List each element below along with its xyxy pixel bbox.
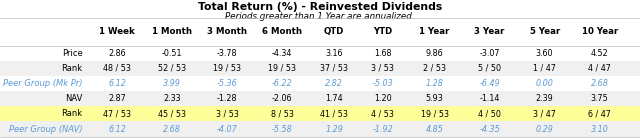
Text: 4.85: 4.85: [426, 124, 444, 134]
Text: -5.36: -5.36: [217, 79, 237, 88]
Text: 3.99: 3.99: [163, 79, 181, 88]
Text: -4.07: -4.07: [217, 124, 237, 134]
Text: 9.86: 9.86: [426, 49, 444, 58]
Text: 4 / 50: 4 / 50: [478, 109, 501, 118]
Text: 1 Week: 1 Week: [99, 27, 135, 36]
Text: 2.82: 2.82: [325, 79, 343, 88]
Text: -1.14: -1.14: [479, 94, 500, 103]
Text: Total Return (%) - Reinvested Dividends: Total Return (%) - Reinvested Dividends: [198, 2, 442, 12]
FancyBboxPatch shape: [0, 46, 640, 61]
Text: 47 / 53: 47 / 53: [103, 109, 131, 118]
Text: 3 Month: 3 Month: [207, 27, 247, 36]
Text: 1.68: 1.68: [374, 49, 392, 58]
Text: 3 / 53: 3 / 53: [371, 64, 394, 73]
Text: 8 / 53: 8 / 53: [271, 109, 294, 118]
FancyBboxPatch shape: [0, 76, 640, 91]
Text: -5.58: -5.58: [272, 124, 292, 134]
Text: 1.74: 1.74: [325, 94, 343, 103]
Text: -2.06: -2.06: [272, 94, 292, 103]
Text: -0.51: -0.51: [162, 49, 182, 58]
Text: 41 / 53: 41 / 53: [320, 109, 348, 118]
Text: 3 Year: 3 Year: [474, 27, 505, 36]
Text: -4.34: -4.34: [272, 49, 292, 58]
Text: 19 / 53: 19 / 53: [268, 64, 296, 73]
Text: 3.60: 3.60: [536, 49, 554, 58]
Text: Periods greater than 1 Year are annualized.: Periods greater than 1 Year are annualiz…: [225, 12, 415, 21]
Text: -1.92: -1.92: [372, 124, 393, 134]
Text: -3.07: -3.07: [479, 49, 500, 58]
Text: 2.68: 2.68: [163, 124, 181, 134]
Text: 2.87: 2.87: [108, 94, 126, 103]
Text: 1.28: 1.28: [426, 79, 444, 88]
Text: 3.75: 3.75: [591, 94, 609, 103]
Text: Peer Group (NAV): Peer Group (NAV): [9, 124, 83, 134]
Text: 6 Month: 6 Month: [262, 27, 302, 36]
Text: 3 / 53: 3 / 53: [216, 109, 239, 118]
Text: 37 / 53: 37 / 53: [320, 64, 348, 73]
Text: -5.03: -5.03: [372, 79, 393, 88]
Text: 1.29: 1.29: [325, 124, 343, 134]
Text: 19 / 53: 19 / 53: [420, 109, 449, 118]
Text: 1.20: 1.20: [374, 94, 392, 103]
Text: -6.22: -6.22: [272, 79, 292, 88]
Text: NAV: NAV: [65, 94, 83, 103]
Text: -3.78: -3.78: [217, 49, 237, 58]
Text: 2.33: 2.33: [163, 94, 181, 103]
Text: 5 Year: 5 Year: [529, 27, 560, 36]
Text: Peer Group (Mk Pr): Peer Group (Mk Pr): [3, 79, 83, 88]
Text: -6.49: -6.49: [479, 79, 500, 88]
FancyBboxPatch shape: [0, 106, 640, 121]
Text: 4 / 47: 4 / 47: [588, 64, 611, 73]
FancyBboxPatch shape: [0, 121, 640, 137]
Text: -1.28: -1.28: [217, 94, 237, 103]
Text: 5 / 50: 5 / 50: [478, 64, 501, 73]
Text: 5.93: 5.93: [426, 94, 444, 103]
Text: 6 / 47: 6 / 47: [588, 109, 611, 118]
Text: Price: Price: [61, 49, 83, 58]
Text: 48 / 53: 48 / 53: [103, 64, 131, 73]
Text: 2.39: 2.39: [536, 94, 554, 103]
Text: 10 Year: 10 Year: [582, 27, 618, 36]
Text: 6.12: 6.12: [108, 79, 126, 88]
Text: 1 Month: 1 Month: [152, 27, 192, 36]
Text: 0.29: 0.29: [536, 124, 554, 134]
Text: 3.10: 3.10: [591, 124, 609, 134]
Text: 6.12: 6.12: [108, 124, 126, 134]
Text: 1 / 47: 1 / 47: [533, 64, 556, 73]
Text: -4.35: -4.35: [479, 124, 500, 134]
Text: 3.16: 3.16: [325, 49, 343, 58]
Text: Rank: Rank: [61, 64, 83, 73]
Text: 19 / 53: 19 / 53: [213, 64, 241, 73]
Text: 0.00: 0.00: [536, 79, 554, 88]
Text: 2 / 53: 2 / 53: [423, 64, 446, 73]
Text: YTD: YTD: [373, 27, 392, 36]
Text: 2.86: 2.86: [108, 49, 126, 58]
Text: 4 / 53: 4 / 53: [371, 109, 394, 118]
Text: Rank: Rank: [61, 109, 83, 118]
Text: QTD: QTD: [324, 27, 344, 36]
Text: 2.68: 2.68: [591, 79, 609, 88]
Text: 3 / 47: 3 / 47: [533, 109, 556, 118]
Text: 4.52: 4.52: [591, 49, 609, 58]
FancyBboxPatch shape: [0, 61, 640, 76]
FancyBboxPatch shape: [0, 91, 640, 106]
Text: 52 / 53: 52 / 53: [158, 64, 186, 73]
Text: 45 / 53: 45 / 53: [158, 109, 186, 118]
Text: 1 Year: 1 Year: [419, 27, 450, 36]
